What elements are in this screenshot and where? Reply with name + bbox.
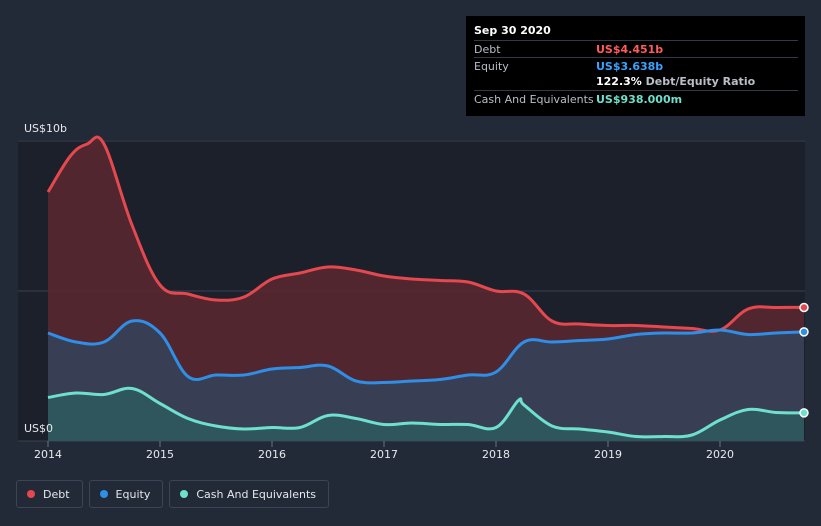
series-line-equity <box>47 319 805 385</box>
chart-legend: Debt Equity Cash And Equivalents <box>16 480 329 508</box>
end-marker-debt <box>799 302 809 313</box>
tooltip-ratio-label: Debt/Equity Ratio <box>645 75 756 88</box>
x-tick-label: 2014 <box>34 448 62 461</box>
x-tick-label: 2020 <box>706 448 734 461</box>
end-marker-cash <box>799 408 809 418</box>
tooltip-cash-label: Cash And Equivalents <box>474 93 594 106</box>
legend-item-cash[interactable]: Cash And Equivalents <box>169 480 329 508</box>
x-tick-label: 2018 <box>482 448 510 461</box>
legend-dot-equity <box>99 490 108 498</box>
tooltip-equity-value: US$3.638b <box>596 60 664 73</box>
legend-item-equity[interactable]: Equity <box>88 480 164 508</box>
end-marker-equity <box>799 327 809 337</box>
tooltip-ratio-row: 122.3% Debt/Equity Ratio <box>474 73 798 89</box>
legend-label-equity: Equity <box>115 487 151 501</box>
tooltip-debt-row: Debt US$4.451b <box>474 40 798 57</box>
tooltip-debt-value: US$4.451b <box>596 43 664 56</box>
tooltip-equity-row: Equity US$3.638b <box>474 57 798 74</box>
legend-item-debt[interactable]: Debt <box>16 480 83 508</box>
tooltip-cash-row: Cash And Equivalents US$938.000m <box>474 90 798 107</box>
tooltip-equity-label: Equity <box>474 60 509 73</box>
series-line-cash <box>47 386 805 439</box>
x-tick-label: 2015 <box>146 448 174 461</box>
x-tick-label: 2019 <box>594 448 622 461</box>
tooltip-ratio: 122.3% Debt/Equity Ratio <box>596 75 755 88</box>
tooltip-cash-value: US$938.000m <box>596 93 683 106</box>
legend-dot-cash <box>180 490 189 498</box>
series-line-debt <box>46 135 805 333</box>
tooltip-debt-label: Debt <box>474 43 501 56</box>
legend-label-cash: Cash And Equivalents <box>196 487 316 501</box>
data-tooltip: Sep 30 2020 Debt US$4.451b Equity US$3.6… <box>466 16 805 116</box>
y-axis-bottom-label: US$0 <box>24 422 53 435</box>
legend-dot-debt <box>27 490 35 498</box>
x-tick-label: 2017 <box>370 448 398 461</box>
y-axis-top-label: US$10b <box>24 122 67 135</box>
legend-label-debt: Debt <box>43 487 70 501</box>
tooltip-ratio-value: 122.3% <box>596 75 642 88</box>
tooltip-date: Sep 30 2020 <box>474 24 551 37</box>
area-cash <box>48 388 804 441</box>
x-tick-label: 2016 <box>258 448 286 461</box>
